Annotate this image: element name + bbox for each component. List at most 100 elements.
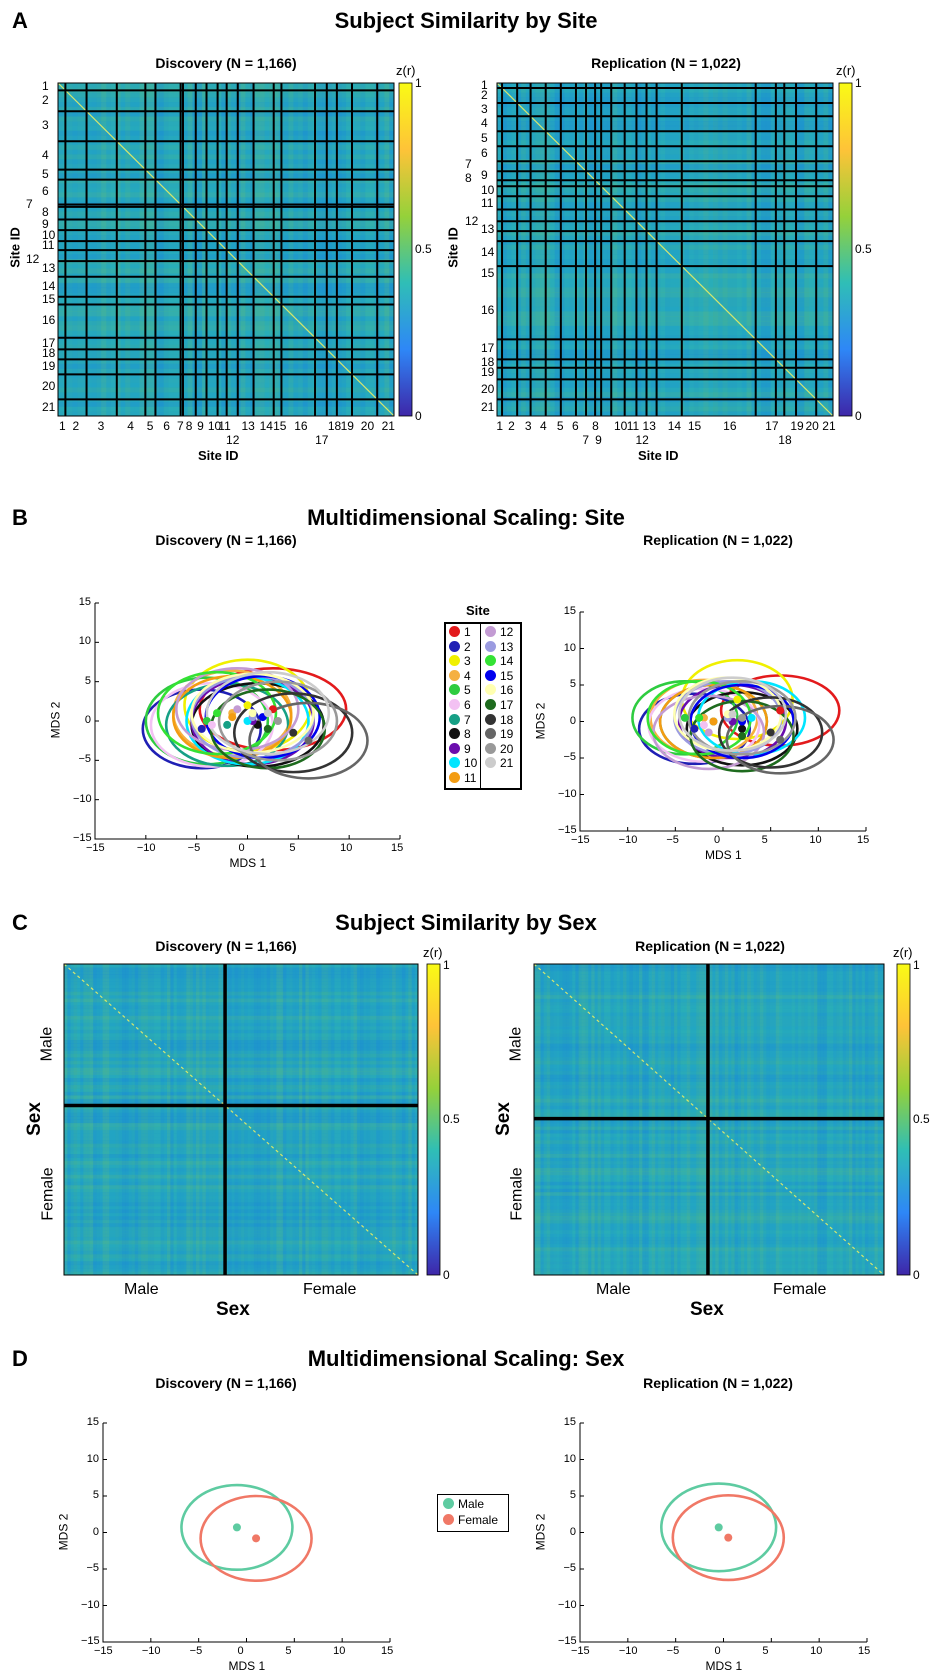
mds-d1-centroid-Female [252, 1534, 261, 1543]
heatmap-row [64, 1081, 418, 1086]
heatmap-row [64, 1181, 418, 1186]
heatmap-a1-xtick: 14 [259, 419, 273, 433]
heatmap-row [64, 1133, 418, 1138]
colorbar-a2 [838, 82, 853, 417]
legend-site-label-3: 3 [464, 654, 471, 669]
heatmap-row [64, 1216, 418, 1221]
mds-b2-centroid-21 [728, 710, 737, 719]
mds-b1-ytick-label: −10 [73, 792, 92, 805]
heatmap-row [497, 211, 833, 217]
heatmap-column [305, 964, 310, 1275]
colorbar-a1-tick-05: 0.5 [415, 242, 432, 256]
legend-site-label-13: 13 [500, 639, 514, 654]
heatmap-row [64, 974, 418, 979]
legend-site-label-14: 14 [500, 654, 514, 669]
heatmap-column [176, 964, 181, 1275]
heatmap-column [76, 964, 81, 1275]
mds-b1-xtick-label: 15 [391, 842, 404, 854]
heatmap-row [497, 125, 833, 132]
heatmap-a2-ytick: 4 [481, 115, 488, 130]
heatmap-row [64, 1240, 418, 1245]
heatmap-diagonal [63, 963, 419, 1276]
mds-d1-ytick-label: 15 [86, 1416, 99, 1428]
legend-site-swatch-16 [485, 684, 496, 696]
mds-b1-xtick-label: 0 [238, 842, 245, 854]
heatmap-row [64, 1230, 418, 1235]
colorbar-gradient [426, 963, 441, 1276]
heatmap-column [96, 964, 100, 1275]
heatmap-column [228, 964, 232, 1275]
mds-b2-centroid-19 [776, 735, 785, 744]
heatmap-column [73, 964, 78, 1275]
mds-b1-xtick-label: 10 [340, 842, 353, 854]
heatmap-column [569, 83, 575, 416]
legend-site-item-19: 19 [485, 727, 513, 741]
heatmap-a1-xtick-low: 17 [315, 433, 329, 447]
legend-site-label-18: 18 [500, 712, 514, 727]
legend-site-label-7: 7 [464, 712, 471, 727]
legend-site-label-5: 5 [464, 683, 471, 698]
colorbar-a2-tick-05: 0.5 [855, 242, 872, 256]
mds-b1-centroid-19 [304, 736, 313, 745]
legend-sex-item-male: Male [443, 1497, 484, 1511]
heatmap-column [401, 964, 406, 1275]
heatmap-a1-xtick: 6 [163, 419, 170, 433]
heatmap-column [607, 83, 613, 416]
heatmap-row [497, 292, 833, 298]
heatmap-row [497, 273, 833, 279]
heatmap-row [64, 1236, 418, 1241]
colorbar-c1-tick-0: 0 [443, 1268, 450, 1282]
heatmap-diagonal [496, 82, 834, 417]
mds-b2-centroid-10 [747, 713, 756, 722]
mds-b1-xtick-label: −10 [136, 842, 156, 854]
heatmap-a1-xtick: 5 [146, 419, 154, 433]
heatmap-column [506, 83, 512, 416]
mds-b2-ellipse-21 [677, 676, 788, 752]
panel-d-letter: D [12, 1346, 28, 1371]
heatmap-a1-xtick: 1 [59, 419, 66, 433]
legend-site-swatch-8 [449, 728, 460, 740]
heatmap-column [684, 83, 690, 416]
heatmap-row [497, 187, 833, 193]
legend-site-item-6: 6 [449, 698, 471, 712]
heatmap-row [64, 1271, 418, 1276]
heatmap-column [263, 964, 268, 1275]
heatmap-row [64, 1254, 418, 1259]
heatmap-row [497, 192, 833, 198]
colorbar-gradient [398, 82, 413, 417]
heatmap-column [195, 964, 200, 1275]
legend-site-item-13: 13 [485, 640, 513, 654]
heatmap-column [250, 964, 255, 1275]
heatmap-column [360, 964, 364, 1275]
mds-b2-subtitle: Replication (N = 1,022) [643, 532, 793, 548]
heatmap-a2-ytick: 16 [481, 303, 495, 318]
heatmap-a1-ytick: 20 [42, 379, 56, 394]
mds-b2-xtick-label: 10 [809, 834, 822, 846]
mds-b2-centroid-2 [690, 724, 699, 733]
heatmap-column [131, 964, 136, 1275]
heatmap-a1-xtick: 15 [273, 419, 287, 433]
heatmap-row [64, 1012, 418, 1017]
mds-b2-ellipse-15 [689, 683, 795, 760]
heatmap-row [497, 116, 833, 122]
heatmap-column [237, 964, 242, 1275]
heatmap-column [134, 964, 139, 1275]
heatmap-column [717, 83, 724, 416]
legend-sex-swatch-female [443, 1514, 454, 1525]
heatmap-a2-xtick: 6 [571, 419, 579, 433]
heatmap-row [497, 92, 833, 98]
heatmap-column [689, 83, 695, 416]
panel-b-letter: B [12, 505, 28, 530]
mds-d1-xtick-label: −10 [141, 1645, 161, 1657]
heatmap-row [64, 1143, 418, 1148]
mds-b2-ellipse-18 [717, 696, 824, 769]
heatmap-row [497, 130, 833, 136]
heatmap-column [170, 964, 174, 1275]
heatmap-column [770, 83, 776, 416]
heatmap-column [353, 964, 358, 1275]
heatmap-c2-xcat-female: Female [773, 1281, 827, 1298]
heatmap-row [64, 1140, 418, 1145]
heatmap-a2-xtick-low: 9 [595, 433, 602, 447]
heatmap-row [64, 1064, 418, 1069]
heatmap-row [64, 1109, 418, 1114]
